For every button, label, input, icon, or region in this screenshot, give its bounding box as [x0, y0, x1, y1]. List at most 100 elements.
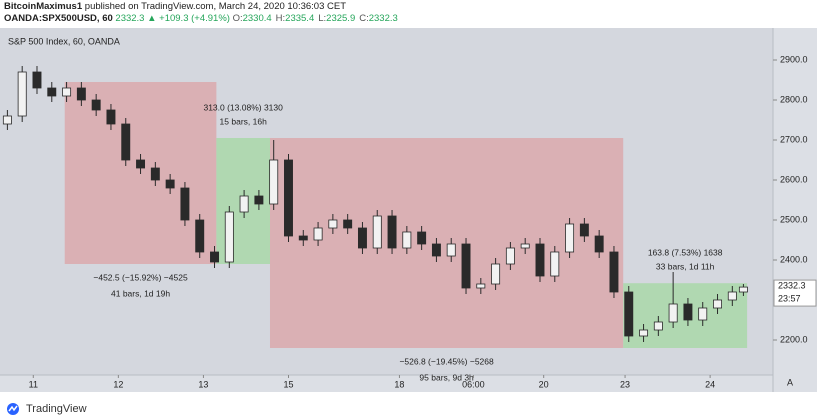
candle-body	[565, 223, 575, 253]
candle-body	[491, 263, 501, 285]
chart: −452.5 (−15.92%) −4525 41 bars, 1d 19h 313…	[0, 28, 817, 392]
candle-body	[579, 223, 589, 237]
ohlc: O:2330.4 H:2335.4 L:2325.9 C:2332.3	[233, 13, 402, 24]
x-tick-label: 13	[198, 379, 208, 389]
candle-body	[328, 219, 338, 229]
candle-body	[106, 109, 116, 125]
candle-body	[738, 286, 748, 293]
candle-body	[476, 283, 486, 289]
candle-body	[417, 231, 427, 245]
x-tick-label: 23	[620, 379, 630, 389]
candle-body	[284, 159, 293, 237]
candle-body	[239, 195, 249, 213]
candle-body	[32, 71, 42, 89]
candle-body	[91, 99, 101, 111]
candle-body	[727, 291, 737, 301]
candle-body	[269, 159, 279, 205]
candle-body	[431, 243, 441, 257]
candle-body	[668, 303, 678, 323]
x-tick-label: 15	[283, 379, 293, 389]
candle-body	[210, 251, 219, 263]
candle-body	[62, 87, 72, 97]
candle-body	[387, 215, 397, 249]
change: ▲ +109.3 (+4.91%)	[147, 13, 230, 24]
ohlc-label: C:	[359, 13, 369, 24]
candle-body	[254, 195, 264, 205]
candle-body	[372, 215, 382, 249]
marks: −452.5 (−15.92%) −4525 41 bars, 1d 19h 313…	[2, 54, 817, 389]
position-box	[269, 138, 624, 348]
ohlc-value: 2330.4	[242, 13, 272, 24]
position-label: 33 bars, 1d 11h	[656, 261, 715, 271]
symbol-line: OANDA:SPX500USD, 60 2332.3 ▲ +109.3 (+4.…	[4, 13, 402, 24]
candle-body	[624, 291, 634, 337]
position-label: 15 bars, 16h	[220, 116, 268, 126]
y-tick-label: 2500.0	[780, 214, 808, 224]
position-label: 95 bars, 9d 3h	[419, 372, 474, 382]
position-label: 41 bars, 1d 19h	[111, 288, 170, 298]
candle-body	[609, 251, 619, 293]
ohlc-label: H:	[275, 13, 286, 24]
candle-body	[224, 211, 234, 263]
published: published on TradingView.com, March 24, …	[84, 1, 347, 12]
scale-button[interactable]: A	[787, 377, 793, 387]
candle-body	[402, 231, 412, 249]
candle-body	[313, 227, 323, 241]
x-tick-label: 11	[29, 379, 38, 389]
logo-line	[8, 405, 18, 412]
brand[interactable]: TradingView	[26, 403, 87, 415]
brand-logo	[7, 403, 19, 415]
last-price: 2332.3	[115, 13, 145, 24]
position-label: 313.0 (13.08%) 3130	[203, 102, 283, 112]
y-tick-label: 2700.0	[780, 134, 808, 144]
ohlc-value: 2332.3	[368, 13, 398, 24]
chart-title: S&P 500 Index, 60, OANDA	[8, 36, 120, 46]
candle-body	[535, 243, 545, 277]
y-tick-label: 2800.0	[780, 94, 808, 104]
candle-body	[47, 87, 57, 97]
position-label: −526.8 (−19.45%) −5268	[399, 356, 494, 366]
ohlc-label: L:	[318, 13, 327, 24]
footer: TradingView	[6, 400, 87, 418]
y-tick-label: 2200.0	[780, 334, 808, 344]
price-axis-background	[773, 28, 817, 392]
ohlc-value: 2325.9	[326, 13, 356, 24]
candle-body	[713, 299, 722, 309]
candle-body	[17, 71, 27, 117]
position-label: 163.8 (7.53%) 1638	[648, 247, 723, 257]
price-tag	[773, 279, 817, 307]
candle-body	[683, 303, 693, 321]
y-tick-label: 2600.0	[780, 174, 808, 184]
candle-body	[639, 329, 649, 337]
candle-body	[343, 219, 353, 229]
x-tick-label: 20	[539, 379, 549, 389]
candle-body	[461, 243, 471, 289]
price-tag-label: 2332.3	[778, 280, 806, 290]
candle-body	[180, 187, 190, 221]
candle-body	[2, 115, 12, 125]
candle-body	[594, 235, 604, 253]
candle-body	[520, 243, 530, 249]
candle-body	[698, 307, 708, 321]
x-tick-label: 24	[705, 379, 715, 389]
symbol: OANDA:SPX500USD, 60	[4, 13, 113, 24]
candle-body	[76, 87, 86, 101]
time-axis-background	[0, 375, 773, 392]
candle-body	[150, 167, 160, 181]
author[interactable]: BitcoinMaximus1	[4, 1, 83, 12]
candle-body	[165, 179, 175, 189]
candle-body	[653, 321, 663, 331]
ohlc-label: O:	[232, 13, 243, 24]
position-label: −452.5 (−15.92%) −4525	[93, 272, 188, 282]
candle-body	[121, 123, 131, 161]
y-tick-label: 2400.0	[780, 254, 808, 264]
candle-body	[550, 251, 560, 277]
y-tick-label: 2900.0	[780, 54, 808, 64]
candle-body	[136, 159, 146, 169]
x-tick-label: 12	[113, 379, 123, 389]
publish-line: BitcoinMaximus1 published on TradingView…	[4, 1, 346, 12]
x-tick-label: 18	[394, 379, 404, 389]
x-tick-label: 06:00	[462, 379, 485, 389]
